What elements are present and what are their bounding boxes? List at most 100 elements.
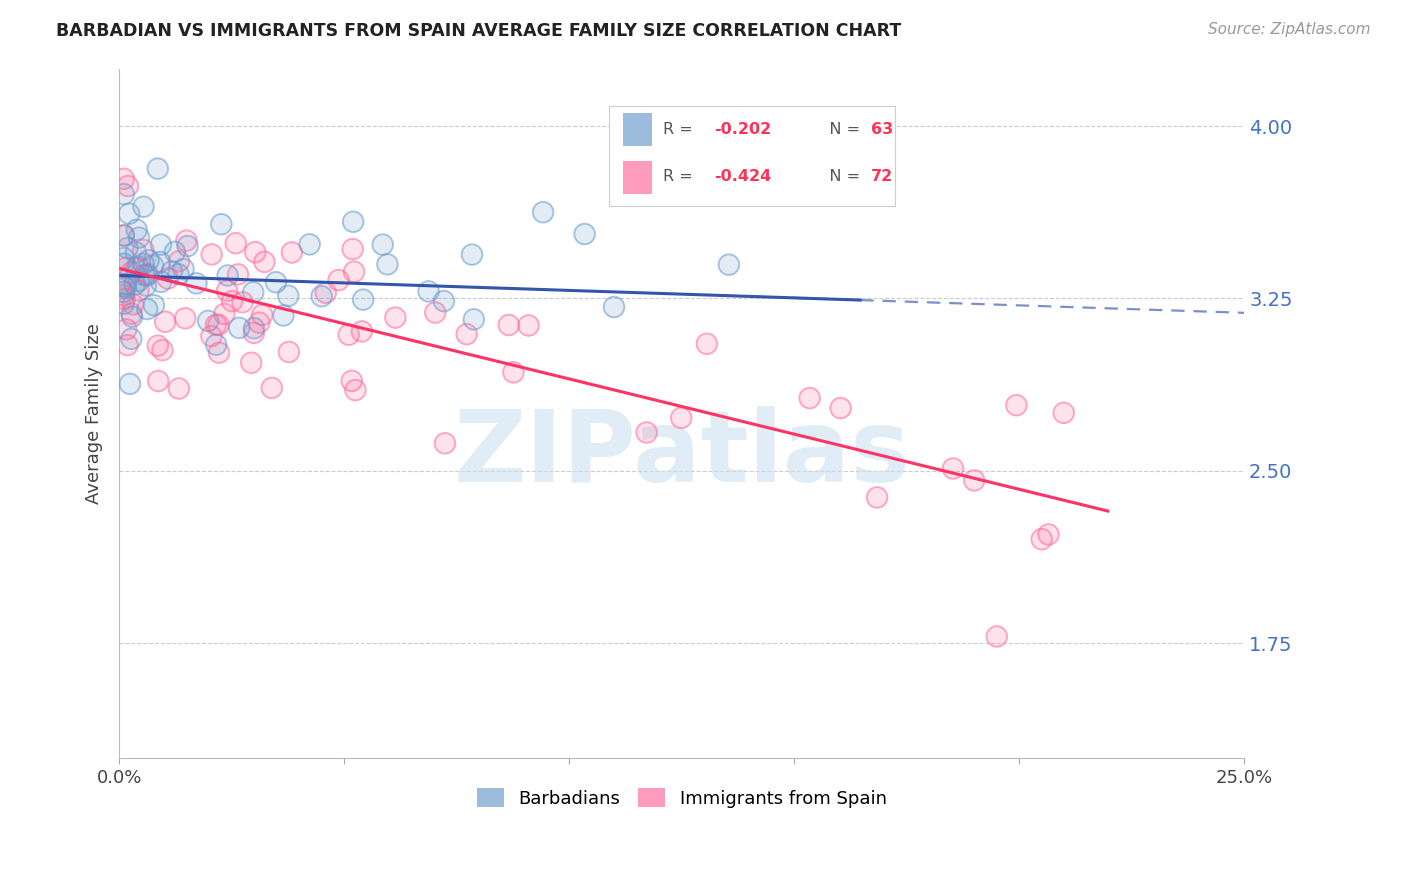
Point — [226, 268, 249, 282]
Point — [112, 279, 135, 293]
Point — [146, 339, 169, 353]
Point — [433, 294, 456, 309]
Point — [125, 245, 148, 260]
Point — [117, 179, 139, 194]
Point — [117, 241, 139, 255]
Point — [114, 292, 136, 306]
Point — [132, 243, 155, 257]
Y-axis label: Average Family Size: Average Family Size — [86, 323, 103, 504]
Point — [167, 382, 190, 396]
Point — [117, 179, 139, 194]
Text: R =: R = — [662, 169, 697, 184]
Point — [149, 237, 172, 252]
Point — [208, 345, 231, 359]
Point — [243, 321, 266, 335]
Point — [418, 285, 440, 299]
Point — [498, 318, 520, 332]
Point — [112, 257, 135, 271]
Point — [114, 277, 136, 292]
Point — [112, 251, 135, 265]
Point — [340, 374, 363, 388]
Point — [167, 254, 190, 268]
Legend: Barbadians, Immigrants from Spain: Barbadians, Immigrants from Spain — [470, 781, 894, 815]
Point — [574, 227, 596, 241]
Point — [371, 237, 394, 252]
Point — [136, 301, 159, 316]
Point — [186, 277, 208, 291]
Point — [160, 264, 183, 278]
Point — [125, 223, 148, 237]
Bar — [623, 113, 652, 146]
Point — [120, 332, 142, 346]
Point — [433, 436, 456, 450]
Point — [138, 253, 160, 268]
Point — [350, 324, 373, 338]
Point — [342, 242, 364, 256]
Text: 63: 63 — [870, 122, 893, 137]
Text: N =: N = — [814, 169, 866, 184]
Point — [142, 259, 165, 273]
Point — [311, 289, 333, 303]
Point — [243, 321, 266, 335]
Point — [112, 297, 135, 311]
Point — [221, 294, 243, 309]
Point — [146, 161, 169, 176]
Point — [142, 298, 165, 312]
Point — [201, 247, 224, 261]
Point — [176, 234, 198, 248]
Point — [226, 268, 249, 282]
Point — [149, 237, 172, 252]
Point — [636, 425, 658, 440]
Point — [344, 383, 367, 397]
Point — [463, 312, 485, 326]
Point — [112, 187, 135, 202]
Point — [146, 339, 169, 353]
Point — [342, 215, 364, 229]
Point — [531, 205, 554, 219]
Bar — [623, 161, 652, 194]
Point — [142, 259, 165, 273]
Point — [866, 491, 889, 505]
Point — [153, 315, 176, 329]
Point — [799, 391, 821, 405]
Point — [830, 401, 852, 415]
Point — [205, 318, 228, 332]
Point — [636, 425, 658, 440]
Point — [174, 311, 197, 326]
Point — [176, 239, 198, 253]
Point — [328, 273, 350, 287]
Point — [142, 298, 165, 312]
Point — [228, 321, 250, 335]
Point — [215, 284, 238, 298]
Point — [112, 285, 135, 299]
Point — [115, 260, 138, 275]
Point — [132, 257, 155, 271]
Text: -0.424: -0.424 — [714, 169, 772, 184]
Point — [342, 242, 364, 256]
Point — [456, 327, 478, 342]
Point — [167, 267, 190, 281]
Point — [343, 265, 366, 279]
Point — [377, 257, 399, 271]
Point — [125, 261, 148, 276]
Point — [243, 326, 266, 340]
Point — [247, 316, 270, 330]
Point — [112, 297, 135, 311]
Point — [114, 281, 136, 295]
Point — [176, 234, 198, 248]
Point — [799, 391, 821, 405]
Text: -0.202: -0.202 — [714, 122, 772, 137]
Point — [112, 187, 135, 202]
Point — [273, 309, 295, 323]
Point — [136, 301, 159, 316]
Point — [167, 382, 190, 396]
Point — [1038, 527, 1060, 541]
Point — [114, 281, 136, 295]
Point — [240, 356, 263, 370]
Point — [669, 410, 692, 425]
Point — [463, 312, 485, 326]
Point — [112, 228, 135, 243]
Point — [245, 245, 267, 260]
Point — [121, 310, 143, 324]
Point — [121, 307, 143, 321]
